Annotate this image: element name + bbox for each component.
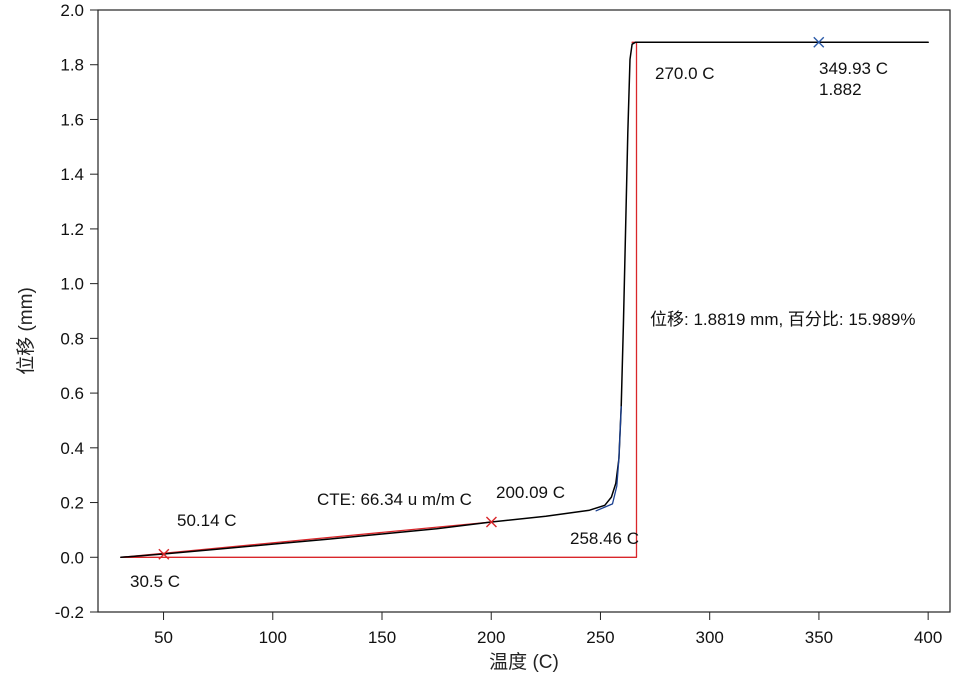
x-tick-label: 50 xyxy=(154,628,173,647)
x-tick-label: 350 xyxy=(805,628,833,647)
y-axis-title: 位移 (mm) xyxy=(15,287,37,375)
annotation-start-temp: 30.5 C xyxy=(130,572,180,591)
annotation-end-temp: 270.0 C xyxy=(655,64,715,83)
annotation-cte-start-temp: 50.14 C xyxy=(177,511,237,530)
y-tick-label: 1.2 xyxy=(60,220,84,239)
annotation-cte-end-temp: 200.09 C xyxy=(496,483,565,502)
y-tick-label: 1.0 xyxy=(60,275,84,294)
annotation-displacement: 位移: 1.8819 mm, 百分比: 15.989% xyxy=(650,310,916,329)
y-tick-label: 1.6 xyxy=(60,110,84,129)
y-tick-label: 0.6 xyxy=(60,384,84,403)
y-tick-label: 0.0 xyxy=(60,548,84,567)
x-axis: 50 100 150 200 250 300 350 400 xyxy=(154,612,942,647)
y-axis: -0.2 0.0 0.2 0.4 0.6 0.8 1.0 1.2 1.4 1.6 1.8 2.0 xyxy=(55,1,98,622)
series-layer xyxy=(120,41,929,559)
x-marker-stroke xyxy=(158,548,170,560)
y-tick-label: -0.2 xyxy=(55,603,84,622)
series-line-3 xyxy=(120,41,638,558)
x-marker-stroke xyxy=(485,516,497,528)
y-tick-label: 0.4 xyxy=(60,439,84,458)
x-tick-label: 200 xyxy=(477,628,505,647)
annotation-peak-temp: 349.93 C xyxy=(819,59,888,78)
y-tick-label: 1.4 xyxy=(60,165,84,184)
y-tick-label: 1.8 xyxy=(60,56,84,75)
y-tick-label: 0.8 xyxy=(60,329,84,348)
x-tick-label: 300 xyxy=(696,628,724,647)
x-tick-label: 400 xyxy=(914,628,942,647)
x-marker-0 xyxy=(158,548,170,560)
x-marker-1 xyxy=(485,516,497,528)
annotation-peak-value: 1.882 xyxy=(819,80,862,99)
annotation-cte: CTE: 66.34 u m/m C xyxy=(317,490,472,509)
series-line-2 xyxy=(120,521,493,558)
x-axis-title: 温度 (C) xyxy=(489,651,559,673)
annotation-onset-temp: 258.46 C xyxy=(570,529,639,548)
series-line-0 xyxy=(120,41,929,559)
x-tick-label: 150 xyxy=(368,628,396,647)
plot-frame xyxy=(97,9,951,613)
y-tick-label: 0.2 xyxy=(60,494,84,513)
series-line-1 xyxy=(595,406,622,512)
x-tick-label: 250 xyxy=(586,628,614,647)
x-marker-stroke xyxy=(813,36,825,48)
marker-layer xyxy=(158,36,825,560)
x-marker-2 xyxy=(813,36,825,48)
x-tick-label: 100 xyxy=(259,628,287,647)
y-tick-label: 2.0 xyxy=(60,1,84,20)
